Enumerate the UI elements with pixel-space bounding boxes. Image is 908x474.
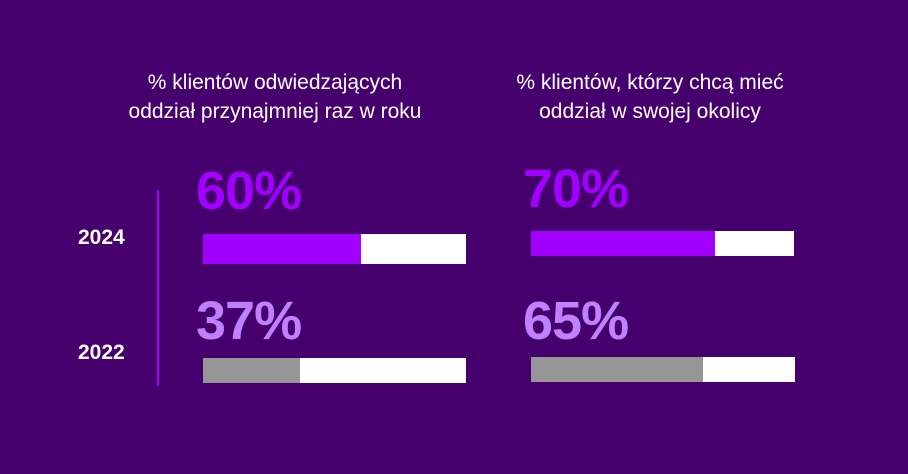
year-label-2022: 2022 [78, 341, 125, 364]
visits-2024-bar-fill [203, 234, 361, 264]
year-divider-line [157, 190, 159, 386]
visits-2024-percent-label: 60% [196, 161, 302, 221]
visits-2024-bar [203, 234, 466, 264]
visits-2022-bar [203, 358, 466, 383]
panel-title-local-branch: % klientów, którzy chcą mieć oddział w s… [516, 71, 784, 123]
local-branch-2024-percent-label: 70% [523, 159, 629, 219]
local-branch-2024-bar [531, 231, 794, 256]
year-label-2024: 2024 [78, 226, 125, 249]
local-branch-2022-bar [531, 357, 795, 382]
local-branch-2024-bar-fill [531, 231, 716, 256]
panel-title-visits: % klientów odwiedzających oddział przyna… [128, 71, 422, 123]
local-branch-2022-percent-label: 65% [523, 291, 629, 351]
local-branch-2022-bar-fill [531, 357, 703, 382]
visits-2022-percent-label: 37% [196, 291, 302, 351]
visits-2022-bar-fill [203, 358, 301, 383]
